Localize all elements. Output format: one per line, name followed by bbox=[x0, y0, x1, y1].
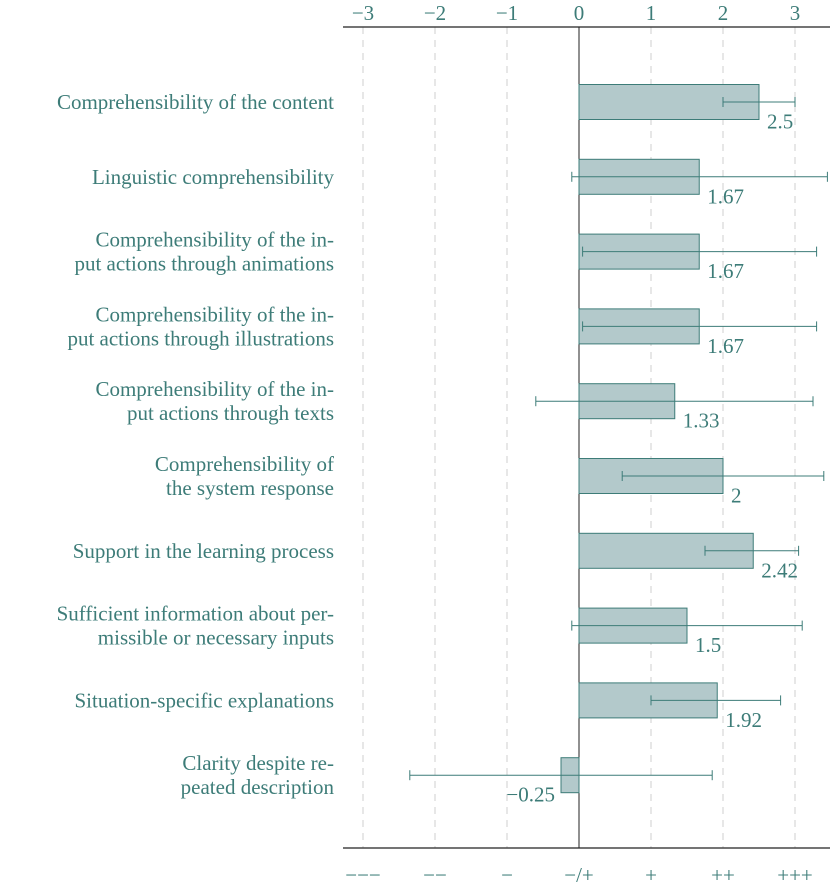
value-label: 1.67 bbox=[707, 334, 744, 358]
value-label: 2.42 bbox=[761, 558, 798, 582]
category-label: peated description bbox=[181, 775, 335, 799]
category-label: put actions through illustrations bbox=[67, 326, 334, 350]
category-label: put actions through animations bbox=[74, 252, 334, 276]
value-label: 1.5 bbox=[695, 633, 721, 657]
category-label: Comprehensibility of the in- bbox=[95, 228, 334, 252]
category-label: Linguistic comprehensibility bbox=[92, 165, 335, 189]
value-label: 2.5 bbox=[767, 110, 793, 134]
top-tick-label: 3 bbox=[790, 1, 801, 25]
bottom-tick-label: +++ bbox=[777, 863, 813, 887]
category-label: Comprehensibility of the content bbox=[57, 90, 334, 114]
value-label: 1.33 bbox=[683, 409, 720, 433]
category-label: Support in the learning process bbox=[73, 539, 334, 563]
top-tick-label: 2 bbox=[718, 1, 729, 25]
bottom-tick-label: ++ bbox=[711, 863, 735, 887]
top-tick-label: −3 bbox=[352, 1, 374, 25]
bottom-tick-label: − bbox=[501, 863, 513, 887]
category-label: Clarity despite re- bbox=[182, 751, 334, 775]
bottom-tick-label: −/+ bbox=[564, 863, 594, 887]
value-label: 1.92 bbox=[725, 708, 762, 732]
bottom-tick-label: −− bbox=[423, 863, 447, 887]
top-tick-label: 0 bbox=[574, 1, 585, 25]
category-label: Comprehensibility of the in- bbox=[95, 377, 334, 401]
top-tick-label: 1 bbox=[646, 1, 657, 25]
value-label: 1.67 bbox=[707, 259, 744, 283]
category-label: missible or necessary inputs bbox=[98, 626, 334, 650]
category-label: the system response bbox=[166, 476, 334, 500]
top-tick-label: −1 bbox=[496, 1, 518, 25]
category-label: put actions through texts bbox=[127, 401, 334, 425]
value-label: 1.67 bbox=[707, 184, 744, 208]
category-label: Sufficient information about per- bbox=[57, 602, 334, 626]
value-label: −0.25 bbox=[506, 783, 555, 807]
category-label: Situation-specific explanations bbox=[74, 688, 334, 712]
top-tick-label: −2 bbox=[424, 1, 446, 25]
bottom-tick-label: −−− bbox=[345, 863, 381, 887]
bottom-tick-label: + bbox=[645, 863, 657, 887]
category-label: Comprehensibility of the in- bbox=[95, 302, 334, 326]
category-label: Comprehensibility of bbox=[155, 452, 334, 476]
value-label: 2 bbox=[731, 484, 742, 508]
